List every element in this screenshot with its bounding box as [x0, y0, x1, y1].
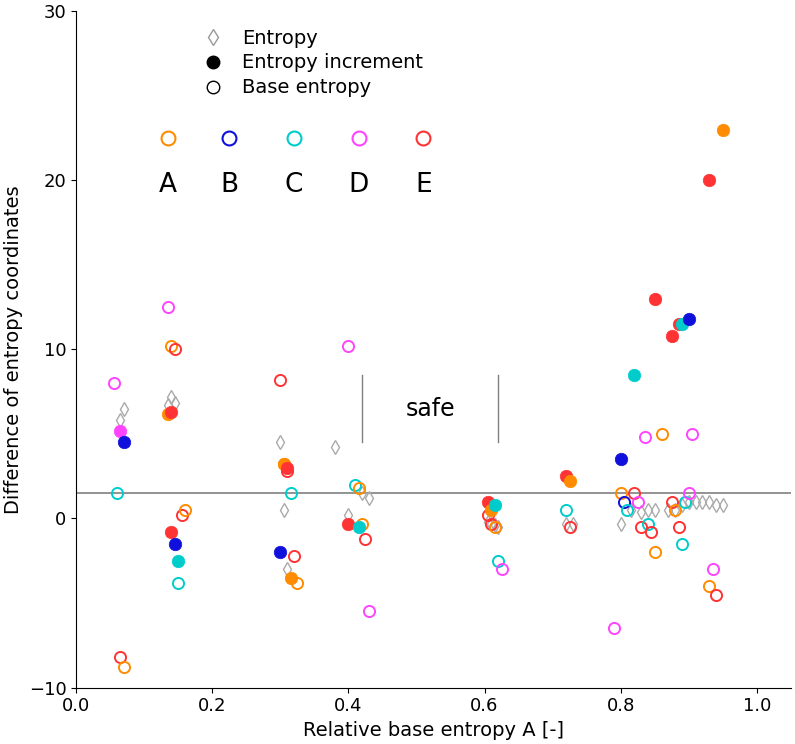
Legend: Entropy, Entropy increment, Base entropy: Entropy, Entropy increment, Base entropy [186, 21, 431, 105]
Text: safe: safe [405, 397, 455, 420]
Y-axis label: Difference of entropy coordinates: Difference of entropy coordinates [4, 185, 23, 513]
Text: A: A [159, 172, 177, 198]
Text: C: C [285, 172, 303, 198]
X-axis label: Relative base entropy A [-]: Relative base entropy A [-] [303, 721, 564, 740]
Text: E: E [415, 172, 432, 198]
Text: B: B [220, 172, 238, 198]
Text: D: D [348, 172, 369, 198]
